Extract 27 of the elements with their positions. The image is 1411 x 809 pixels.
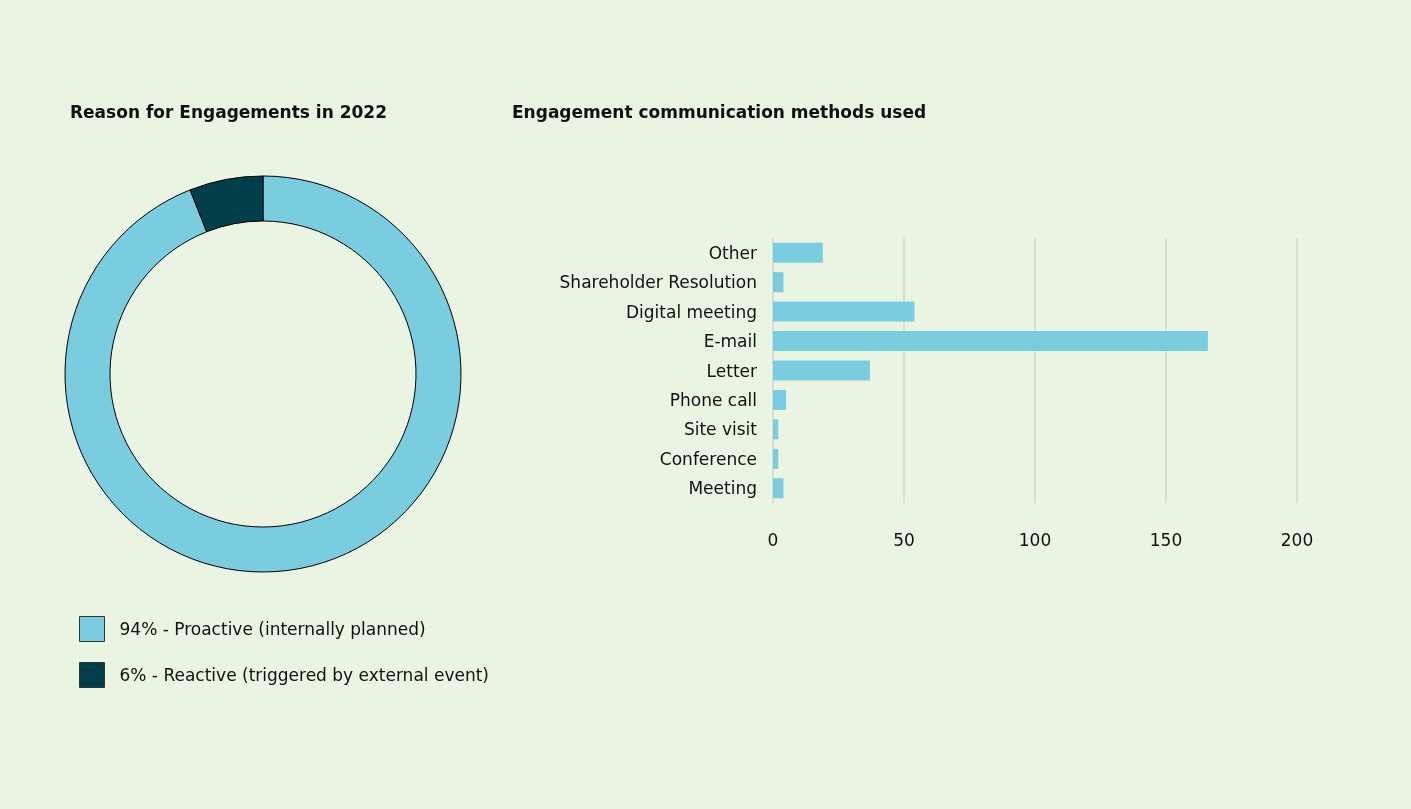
y-tick-label: E-mail [703, 331, 757, 352]
y-tick-label: Conference [659, 448, 757, 469]
bar [773, 301, 915, 322]
legend-label: 94% - Proactive (internally planned) [119, 619, 426, 639]
legend-label: 6% - Reactive (triggered by external event) [119, 665, 489, 685]
bar [773, 419, 779, 440]
y-tick-label: Meeting [688, 478, 757, 499]
chart-title: Reason for Engagements in 2022 [70, 101, 388, 122]
x-tick-label: 0 [767, 529, 779, 550]
y-tick-label: Digital meeting [626, 301, 757, 322]
bar [773, 331, 1208, 352]
y-tick-label: Site visit [683, 419, 758, 440]
bar [773, 360, 870, 381]
x-tick-label: 200 [1280, 529, 1314, 550]
y-tick-label: Shareholder Resolution [559, 272, 757, 293]
bar [773, 242, 823, 263]
y-tick-label: Other [708, 242, 757, 263]
bar [773, 448, 779, 469]
y-tick-label: Letter [706, 360, 757, 381]
x-tick-label: 50 [893, 529, 915, 550]
chart-title: Engagement communication methods used [512, 101, 927, 122]
x-tick-label: 150 [1149, 529, 1183, 550]
y-tick-label: Phone call [669, 389, 757, 410]
bar [773, 389, 787, 410]
bar [773, 478, 784, 499]
bar [773, 272, 784, 293]
x-tick-label: 100 [1018, 529, 1052, 550]
